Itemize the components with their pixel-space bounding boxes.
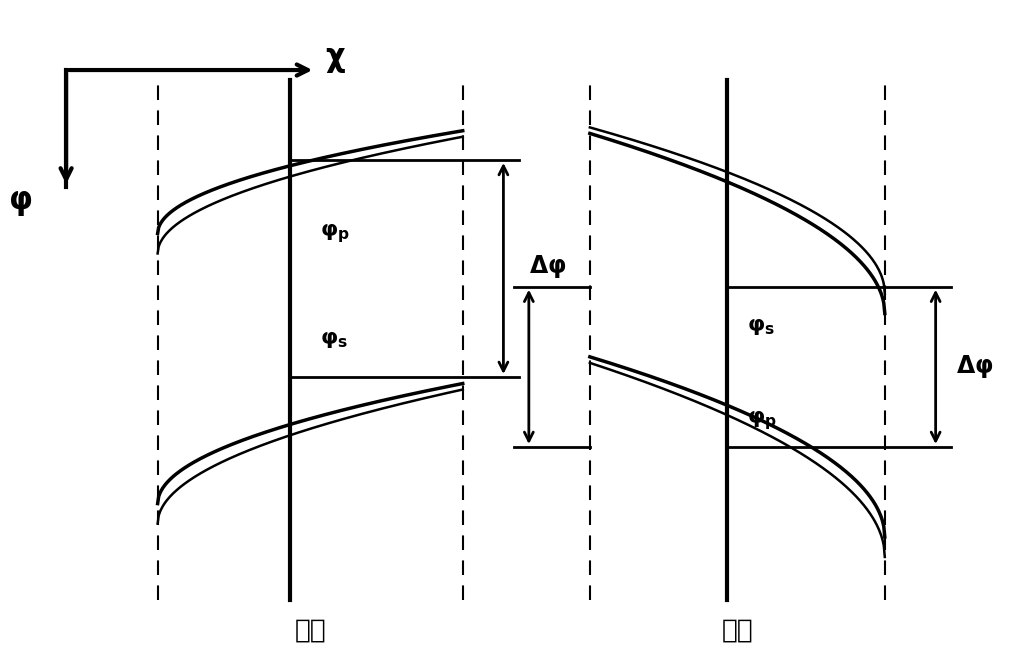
Text: 转子: 转子 xyxy=(294,618,326,643)
Text: $\mathbf{\varphi}$: $\mathbf{\varphi}$ xyxy=(8,189,33,218)
Text: $\mathbf{\varphi_s}$: $\mathbf{\varphi_s}$ xyxy=(320,330,349,350)
Text: $\mathbf{\Delta\varphi}$: $\mathbf{\Delta\varphi}$ xyxy=(529,253,566,280)
Text: $\mathbf{\varphi_p}$: $\mathbf{\varphi_p}$ xyxy=(320,222,350,245)
Text: $\mathbf{\varphi_p}$: $\mathbf{\varphi_p}$ xyxy=(747,409,777,432)
Text: $\mathbf{\Delta\varphi}$: $\mathbf{\Delta\varphi}$ xyxy=(956,354,994,380)
Text: 静子: 静子 xyxy=(721,618,754,643)
Text: $\mathbf{\varphi_s}$: $\mathbf{\varphi_s}$ xyxy=(747,317,776,337)
Text: $\mathbf{\chi}$: $\mathbf{\chi}$ xyxy=(325,45,347,75)
